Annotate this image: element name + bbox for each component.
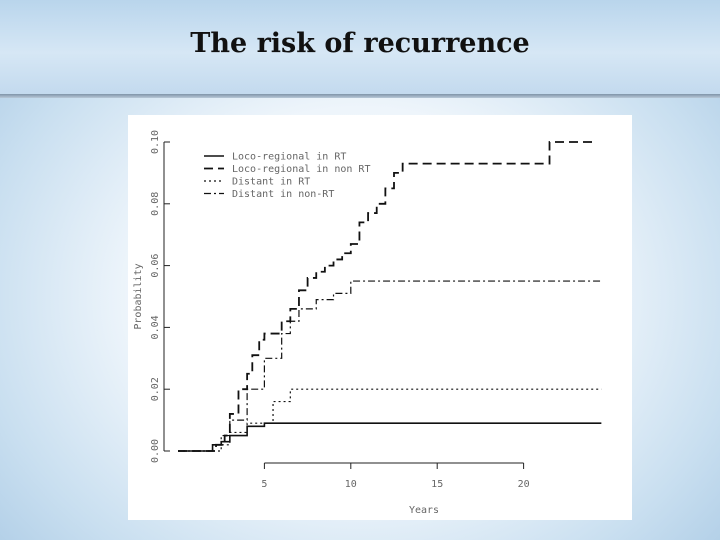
- legend-label: Distant in RT: [232, 177, 310, 188]
- axes: 0.00 0.02 0.04 0.06 0.08 0.10 Probability 5 10 15…: [133, 130, 530, 516]
- y-tick-label: 0.06: [150, 254, 161, 278]
- y-tick-label: 0.00: [150, 439, 161, 463]
- header-band: [0, 0, 720, 96]
- series-line-dashed: [178, 141, 593, 452]
- survival-chart: 0.00 0.02 0.04 0.06 0.08 0.10 Probability 5 10 15…: [133, 130, 602, 516]
- x-tick-label: 15: [431, 479, 443, 490]
- legend-label: Loco-regional in non RT: [232, 164, 370, 175]
- y-axis-label: Probability: [133, 263, 144, 329]
- x-tick-label: 10: [345, 479, 357, 490]
- legend-label: Loco-regional in RT: [232, 152, 346, 163]
- series-line-solid: [178, 422, 602, 452]
- x-tick-label: 20: [518, 479, 530, 490]
- x-tick-label: 5: [261, 479, 267, 490]
- x-axis-label: Years: [409, 505, 439, 516]
- series-line-dashdot: [178, 280, 602, 452]
- header-divider: [0, 94, 720, 98]
- y-tick-label: 0.08: [150, 192, 161, 216]
- chart-panel: 0.00 0.02 0.04 0.06 0.08 0.10 Probability 5 10 15…: [128, 115, 632, 520]
- series-lines: [178, 141, 602, 452]
- y-tick-label: 0.02: [150, 377, 161, 401]
- y-tick-label: 0.10: [150, 130, 161, 154]
- slide-title: The risk of recurrence: [190, 28, 530, 59]
- y-tick-label: 0.04: [150, 315, 161, 339]
- legend-label: Distant in non-RT: [232, 189, 334, 200]
